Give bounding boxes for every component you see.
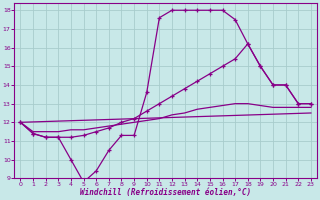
- X-axis label: Windchill (Refroidissement éolien,°C): Windchill (Refroidissement éolien,°C): [80, 188, 251, 197]
